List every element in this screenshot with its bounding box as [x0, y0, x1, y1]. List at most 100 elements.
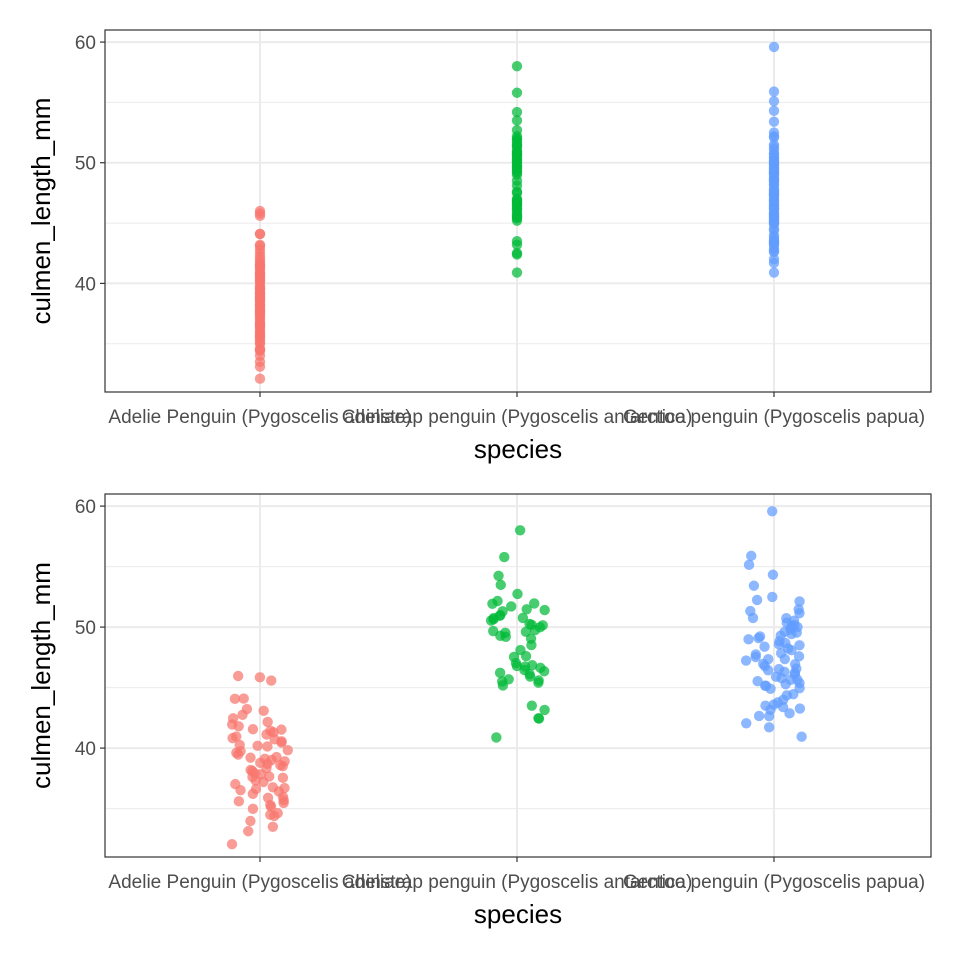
top-x-axis-title: species [474, 434, 562, 464]
bottom-point-adelie [258, 706, 268, 716]
bottom-point-gentoo [767, 592, 777, 602]
bottom-point-adelie [230, 694, 240, 704]
bottom-point-adelie [252, 741, 262, 751]
bottom-point-adelie [248, 724, 258, 734]
bottom-point-chinstrap [533, 713, 543, 723]
bottom-point-adelie [245, 752, 255, 762]
bottom-point-chinstrap [488, 626, 498, 636]
bottom-point-chinstrap [495, 668, 505, 678]
bottom-point-chinstrap [503, 674, 513, 684]
bottom-point-gentoo [746, 551, 756, 561]
bottom-point-gentoo [743, 634, 753, 644]
bottom-point-adelie [245, 765, 255, 775]
top-point-gentoo [769, 106, 779, 116]
bottom-point-gentoo [745, 606, 755, 616]
bottom-point-adelie [278, 773, 288, 783]
bottom-point-adelie [271, 752, 281, 762]
bottom-x-axis-title: species [474, 899, 562, 929]
bottom-y-axis-title: culmen_length_mm [26, 562, 56, 789]
bottom-point-adelie [243, 826, 253, 836]
bottom-point-adelie [228, 713, 238, 723]
bottom-point-gentoo [794, 640, 804, 650]
bottom-point-gentoo [794, 596, 804, 606]
bottom-point-adelie [279, 783, 289, 793]
bottom-point-adelie [233, 671, 243, 681]
bottom-point-adelie [260, 754, 270, 764]
bottom-point-gentoo [774, 664, 784, 674]
bottom-point-gentoo [744, 560, 754, 570]
bottom-point-chinstrap [500, 628, 510, 638]
top-ytick-label-40: 40 [75, 274, 96, 295]
bottom-ytick-label-60: 60 [75, 497, 96, 518]
top-xtick-label-gentoo: Gentoo penguin (Pygoscelis papua) [623, 407, 925, 428]
bottom-point-gentoo [795, 703, 805, 713]
bottom-point-gentoo [768, 570, 778, 580]
top-point-adelie [255, 206, 265, 216]
bottom-point-adelie [230, 779, 240, 789]
bottom-point-adelie [265, 726, 275, 736]
bottom-point-chinstrap [491, 732, 501, 742]
bottom-point-gentoo [754, 711, 764, 721]
bottom-point-gentoo [751, 649, 761, 659]
bottom-point-chinstrap [492, 596, 502, 606]
bottom-point-chinstrap [539, 605, 549, 615]
bottom-point-chinstrap [515, 525, 525, 535]
top-ytick-label-60: 60 [75, 33, 96, 54]
bottom-point-chinstrap [493, 571, 503, 581]
bottom-point-adelie [263, 793, 273, 803]
top-point-gentoo [769, 127, 779, 137]
bottom-point-adelie [268, 822, 278, 832]
top-point-gentoo [769, 86, 779, 96]
bottom-point-gentoo [752, 595, 762, 605]
top-ytick-label-50: 50 [75, 154, 96, 175]
bottom-point-chinstrap [539, 705, 549, 715]
bottom-point-gentoo [755, 631, 765, 641]
bottom-point-chinstrap [499, 552, 509, 562]
bottom-point-gentoo [749, 581, 759, 591]
bottom-point-chinstrap [527, 700, 537, 710]
bottom-point-adelie [245, 816, 255, 826]
bottom-point-gentoo [752, 676, 762, 686]
top-point-chinstrap [512, 107, 522, 117]
bottom-point-gentoo [759, 642, 769, 652]
top-point-chinstrap [512, 267, 522, 277]
bottom-point-chinstrap [512, 589, 522, 599]
top-point-chinstrap [512, 61, 522, 71]
bottom-point-gentoo [741, 718, 751, 728]
bottom-point-gentoo [763, 654, 773, 664]
top-y-axis-title: culmen_length_mm [26, 98, 56, 325]
top-point-gentoo [769, 96, 779, 106]
bottom-point-gentoo [781, 613, 791, 623]
top-point-gentoo [769, 42, 779, 52]
top-point-adelie [255, 229, 265, 239]
bottom-point-chinstrap [506, 601, 516, 611]
top-point-gentoo [769, 267, 779, 277]
top-point-chinstrap [512, 236, 522, 246]
bottom-point-chinstrap [496, 580, 506, 590]
bottom-point-adelie [255, 672, 265, 682]
bottom-point-adelie [262, 717, 272, 727]
bottom-point-adelie [231, 731, 241, 741]
top-point-adelie [255, 240, 265, 250]
bottom-xtick-label-gentoo: Gentoo penguin (Pygoscelis papua) [623, 872, 925, 893]
bottom-point-adelie [242, 704, 252, 714]
bottom-point-adelie [266, 675, 276, 685]
top-point-adelie [255, 374, 265, 384]
bottom-point-chinstrap [537, 620, 547, 630]
bottom-point-chinstrap [529, 598, 539, 608]
bottom-point-adelie [276, 724, 286, 734]
bottom-ytick-label-50: 50 [75, 618, 96, 639]
bottom-point-gentoo [796, 732, 806, 742]
top-point-chinstrap [512, 88, 522, 98]
bottom-point-chinstrap [515, 645, 525, 655]
bottom-ytick-label-40: 40 [75, 739, 96, 760]
top-point-gentoo [769, 117, 779, 127]
bottom-point-adelie [248, 804, 258, 814]
bottom-point-gentoo [741, 655, 751, 665]
bottom-point-gentoo [767, 506, 777, 516]
bottom-point-adelie [268, 782, 278, 792]
bottom-point-chinstrap [527, 660, 537, 670]
bottom-point-gentoo [764, 722, 774, 732]
bottom-point-adelie [234, 796, 244, 806]
bottom-point-adelie [227, 839, 237, 849]
